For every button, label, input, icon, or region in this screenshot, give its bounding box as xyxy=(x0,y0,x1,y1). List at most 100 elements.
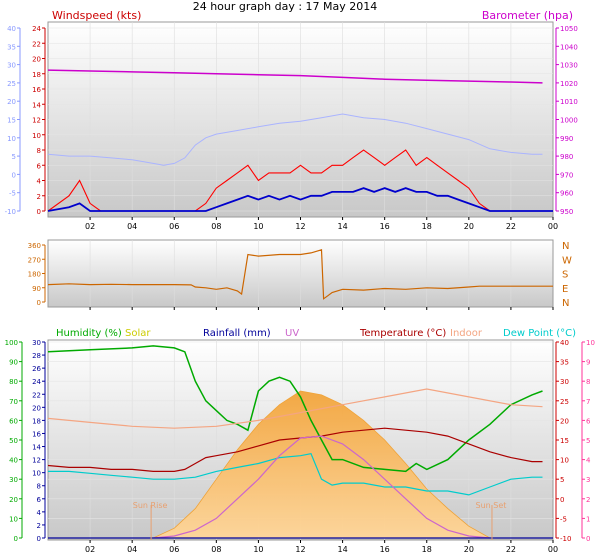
windspeed-tick-label: 24 xyxy=(32,25,41,33)
humidity-tick-label: 40 xyxy=(9,457,18,465)
windspeed-tick-label: 14 xyxy=(32,101,41,109)
wind-direction-line xyxy=(47,249,553,300)
indoor-line xyxy=(47,388,543,429)
windspeed-axis-label: Windspeed (kts) xyxy=(52,9,141,22)
avg-wind-line xyxy=(47,187,553,212)
temperature-outer-tick-label: 25 xyxy=(7,80,16,88)
windspeed-tick-label: 22 xyxy=(32,40,41,48)
barometer-tick-label: 1050 xyxy=(560,25,578,33)
rainfall-tick-label: 6 xyxy=(37,496,42,504)
temperature-tick-label: -10 xyxy=(560,535,571,543)
temperature-tick-label: 20 xyxy=(560,417,569,425)
series-layer xyxy=(47,69,553,212)
temperature-outer-tick-label: 10 xyxy=(7,135,16,143)
barometer-tick-label: 970 xyxy=(560,171,573,179)
dew-point-line xyxy=(48,453,543,496)
outer-scale-line xyxy=(47,113,543,166)
temperature-tick-label: 35 xyxy=(560,359,569,367)
x-tick-label: 00 xyxy=(548,222,558,231)
compass-label: E xyxy=(562,284,568,295)
temperature-outer-tick-label: 0 xyxy=(12,171,16,179)
windspeed-tick-label: 20 xyxy=(32,56,41,64)
direction-tick-label: 0 xyxy=(37,299,41,307)
rainfall-tick-label: 4 xyxy=(37,509,42,517)
direction-tick-label: 270 xyxy=(28,256,41,264)
series-layer xyxy=(47,249,553,300)
sun-rise-marker-label: Sun Rise xyxy=(133,501,168,510)
barometer-tick-label: 1000 xyxy=(560,117,578,125)
x-tick-label: 10 xyxy=(253,222,263,231)
rainfall-tick-label: 24 xyxy=(32,378,41,386)
rainfall-tick-label: 30 xyxy=(32,339,41,347)
barometer-tick-label: 950 xyxy=(560,208,573,216)
humidity-tick-label: 90 xyxy=(9,359,18,367)
compass-label: S xyxy=(562,270,568,281)
x-tick-label: 18 xyxy=(422,545,432,554)
x-tick-label: 12 xyxy=(295,545,305,554)
windspeed-tick-label: 6 xyxy=(37,162,42,170)
axes: 0102030405060708090100024681012141618202… xyxy=(5,339,595,554)
uv-tick-label: 10 xyxy=(586,339,595,347)
temperature-outer-tick-label: 40 xyxy=(7,25,16,33)
barometer-tick-label: 1030 xyxy=(560,62,578,70)
barometer-line xyxy=(47,69,543,84)
temperature-tick-label: 10 xyxy=(560,457,569,465)
uv-tick-label: 0 xyxy=(586,535,590,543)
temperature-tick-label: 40 xyxy=(560,339,569,347)
barometer-tick-label: 1040 xyxy=(560,43,578,51)
rainfall-tick-label: 16 xyxy=(32,430,41,438)
temperature-tick-label: 25 xyxy=(560,398,569,406)
humidity-tick-label: 70 xyxy=(9,398,18,406)
x-tick-label: 10 xyxy=(253,545,263,554)
windspeed-tick-label: 8 xyxy=(37,147,41,155)
uv-tick-label: 4 xyxy=(586,457,591,465)
x-tick-label: 04 xyxy=(127,222,137,231)
uv-tick-label: 3 xyxy=(586,476,590,484)
temperature-outer-tick-label: -10 xyxy=(5,208,16,216)
legend-item: Rainfall (mm) xyxy=(203,328,271,339)
x-tick-label: 20 xyxy=(464,222,474,231)
x-tick-label: 16 xyxy=(380,222,390,231)
x-tick-label: 14 xyxy=(337,222,347,231)
barometer-tick-label: 960 xyxy=(560,190,573,198)
uv-tick-label: 2 xyxy=(586,496,590,504)
x-tick-label: 18 xyxy=(422,222,432,231)
grid xyxy=(48,22,553,217)
windspeed-tick-label: 4 xyxy=(37,178,42,186)
rainfall-tick-label: 12 xyxy=(32,457,41,465)
temperature-tick-label: 0 xyxy=(560,496,564,504)
windspeed-tick-label: 0 xyxy=(37,208,41,216)
direction-tick-label: 360 xyxy=(28,242,41,250)
humidity-tick-label: 10 xyxy=(9,515,18,523)
barometer-tick-label: 1020 xyxy=(560,80,578,88)
x-tick-label: 06 xyxy=(169,222,179,231)
humidity-line xyxy=(47,345,543,473)
windspeed-tick-label: 2 xyxy=(37,193,41,201)
uv-tick-label: 8 xyxy=(586,378,590,386)
temperature-tick-label: 15 xyxy=(560,437,569,445)
barometer-axis-label: Barometer (hpa) xyxy=(482,9,573,22)
temperature-outer-tick-label: 30 xyxy=(7,62,16,70)
axes: 024681012141618202224-10-505101520253035… xyxy=(5,25,578,231)
barometer-tick-label: 1010 xyxy=(560,98,578,106)
x-tick-label: 02 xyxy=(85,222,95,231)
humidity-tick-label: 80 xyxy=(9,378,18,386)
windspeed-tick-label: 10 xyxy=(32,132,41,140)
humidity-tick-label: 0 xyxy=(14,535,18,543)
legend-item: Solar xyxy=(125,328,151,339)
x-tick-label: 22 xyxy=(506,545,516,554)
rainfall-tick-label: 26 xyxy=(32,365,41,373)
wind-barometer-panel: 024681012141618202224-10-505101520253035… xyxy=(5,9,578,231)
temperature-line xyxy=(47,427,543,472)
temperature-outer-tick-label: 15 xyxy=(7,117,16,125)
barometer-tick-label: 980 xyxy=(560,153,573,161)
grid xyxy=(89,240,512,307)
compass-label: N xyxy=(562,298,569,309)
rainfall-tick-label: 0 xyxy=(37,535,41,543)
windspeed-tick-label: 18 xyxy=(32,71,41,79)
sun-set-marker-label: Sun Set xyxy=(476,501,507,510)
direction-tick-label: 180 xyxy=(28,271,41,279)
temperature-humidity-panel: 0102030405060708090100024681012141618202… xyxy=(5,328,595,554)
